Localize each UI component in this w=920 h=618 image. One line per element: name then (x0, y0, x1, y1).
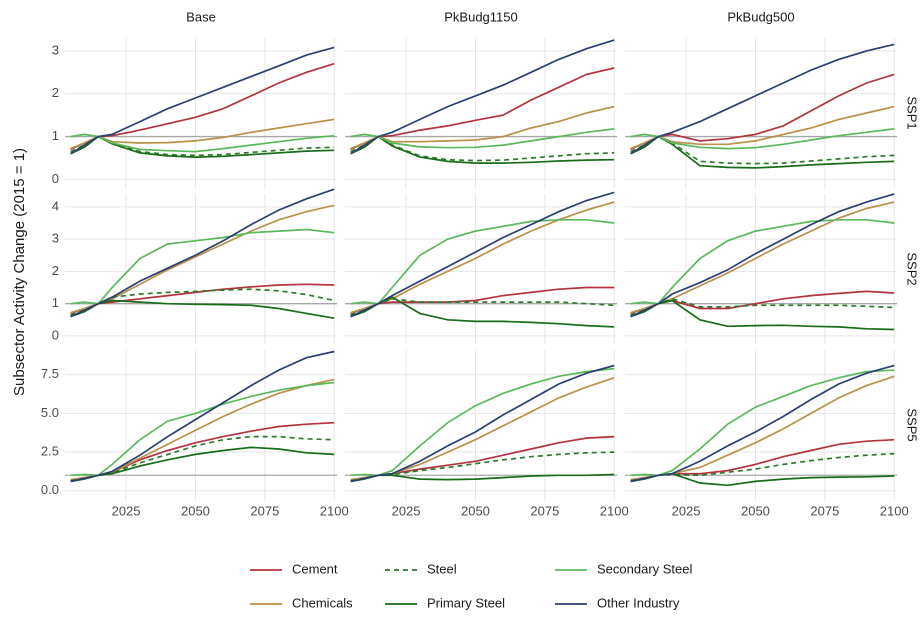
y-axis-label: Subsector Activity Change (2015 = 1) (11, 148, 28, 396)
series-line (70, 350, 335, 483)
series-line (70, 133, 335, 153)
series-line (350, 39, 615, 155)
x-tick-label: 2025 (112, 503, 141, 518)
x-tick-label: 2075 (250, 503, 279, 518)
series-line (630, 218, 895, 305)
series-line (70, 435, 335, 482)
x-tick-label: 2075 (810, 503, 839, 518)
column-title: PkBudg1150 (444, 9, 518, 24)
x-tick-label: 2050 (741, 503, 770, 518)
x-tick-label: 2025 (392, 503, 421, 518)
y-tick-label: 2.5 (41, 443, 59, 458)
y-tick-label: 0 (52, 327, 59, 342)
x-tick-label: 2050 (181, 503, 210, 518)
series-line (70, 378, 335, 481)
y-tick-label: 1 (52, 295, 59, 310)
x-tick-label: 2100 (600, 503, 629, 518)
series-line (70, 46, 335, 155)
column-title: Base (186, 9, 216, 24)
series-line (630, 193, 895, 318)
series-line (350, 451, 615, 482)
legend-label: Secondary Steel (597, 561, 693, 576)
row-title: SSP5 (905, 408, 920, 441)
series-line (630, 43, 895, 155)
y-tick-label: 1 (52, 128, 59, 143)
series-line (350, 297, 615, 316)
series-line (350, 286, 615, 315)
series-line (350, 376, 615, 481)
y-tick-label: 7.5 (41, 366, 59, 381)
x-tick-label: 2075 (530, 503, 559, 518)
series-line (70, 204, 335, 314)
y-tick-label: 4 (52, 198, 59, 213)
y-tick-label: 2 (52, 85, 59, 100)
series-line (630, 128, 895, 150)
series-line (630, 452, 895, 482)
series-line (70, 381, 335, 477)
y-tick-label: 3 (52, 231, 59, 246)
series-line (70, 228, 335, 305)
y-tick-label: 5.0 (41, 405, 59, 420)
series-line (350, 218, 615, 305)
legend-label: Cement (292, 561, 338, 576)
series-line (350, 191, 615, 318)
series-line (630, 73, 895, 151)
y-tick-label: 3 (52, 42, 59, 57)
series-line (630, 369, 895, 477)
y-tick-label: 2 (52, 263, 59, 278)
column-title: PkBudg500 (727, 9, 794, 24)
legend-label: Primary Steel (427, 595, 505, 610)
legend-label: Steel (427, 561, 457, 576)
x-tick-label: 2100 (320, 503, 349, 518)
legend-label: Chemicals (292, 595, 353, 610)
series-line (350, 364, 615, 483)
y-tick-label: 0.0 (41, 482, 59, 497)
x-tick-label: 2100 (880, 503, 909, 518)
x-tick-label: 2025 (672, 503, 701, 518)
y-tick-label: 0 (52, 171, 59, 186)
row-title: SSP1 (905, 96, 920, 129)
series-line (70, 188, 335, 318)
legend-label: Other Industry (597, 595, 680, 610)
x-tick-label: 2050 (461, 503, 490, 518)
series-line (630, 364, 895, 483)
series-line (350, 128, 615, 149)
row-title: SSP2 (905, 252, 920, 285)
